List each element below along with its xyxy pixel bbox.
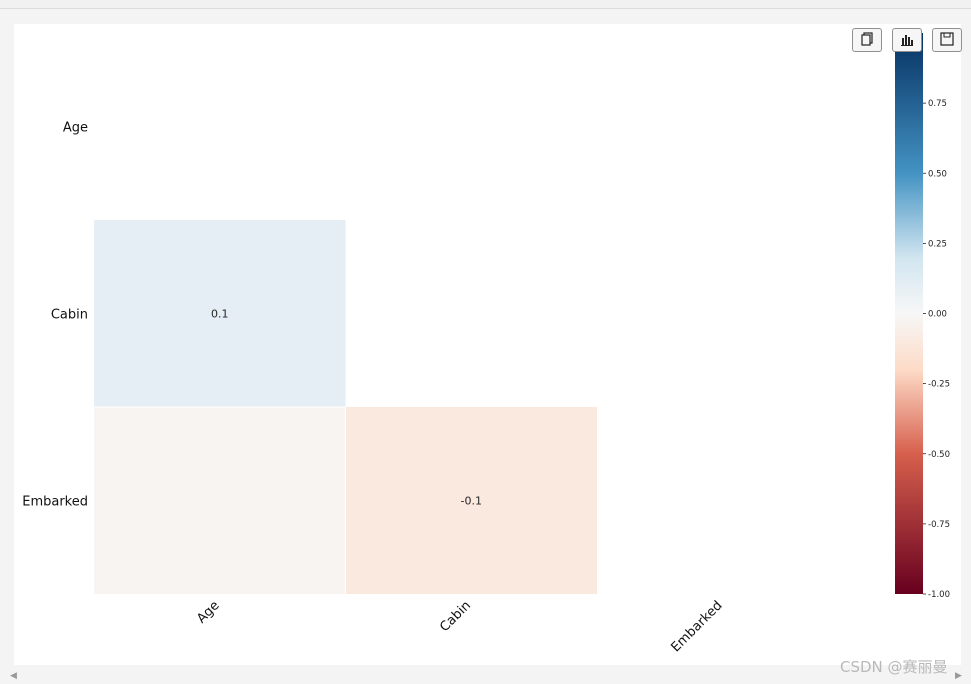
column-label: Cabin <box>437 598 474 635</box>
save-button[interactable] <box>932 28 962 52</box>
heatmap-cell <box>94 407 346 594</box>
colorbar-tick-label: -0.75 <box>928 520 950 530</box>
top-toolbar-strip <box>0 0 971 9</box>
copy-icon <box>860 31 874 50</box>
row-label: Embarked <box>22 495 88 510</box>
colorbar-tick-label: -1.00 <box>928 590 950 600</box>
colorbar-tick-label: -0.25 <box>928 380 950 390</box>
colorbar-tick-label: 0.25 <box>928 239 947 249</box>
cell-value-label: 0.1 <box>211 308 229 321</box>
heatmap-cell <box>94 220 346 407</box>
save-icon <box>940 31 954 50</box>
row-label: Age <box>63 121 88 136</box>
chart-view-button[interactable] <box>892 28 922 52</box>
colorbar-tick-label: -0.50 <box>928 450 950 460</box>
copy-button[interactable] <box>852 28 882 52</box>
colorbar-tick-label: 0.50 <box>928 169 947 179</box>
scroll-left-arrow[interactable]: ◀ <box>10 671 17 681</box>
bar-chart-icon <box>900 31 914 50</box>
scroll-right-arrow[interactable]: ▶ <box>955 671 962 681</box>
colorbar-tick-label: 0.75 <box>928 99 947 109</box>
column-label: Embarked <box>668 598 725 655</box>
heatmap-cell <box>345 407 597 594</box>
colorbar <box>895 33 923 594</box>
row-label: Cabin <box>51 308 88 323</box>
colorbar-tick-label: 0.00 <box>928 310 947 320</box>
column-label: Age <box>194 598 222 626</box>
watermark: CSDN @赛丽曼 <box>840 658 948 676</box>
cell-value-label: -0.1 <box>461 495 482 508</box>
